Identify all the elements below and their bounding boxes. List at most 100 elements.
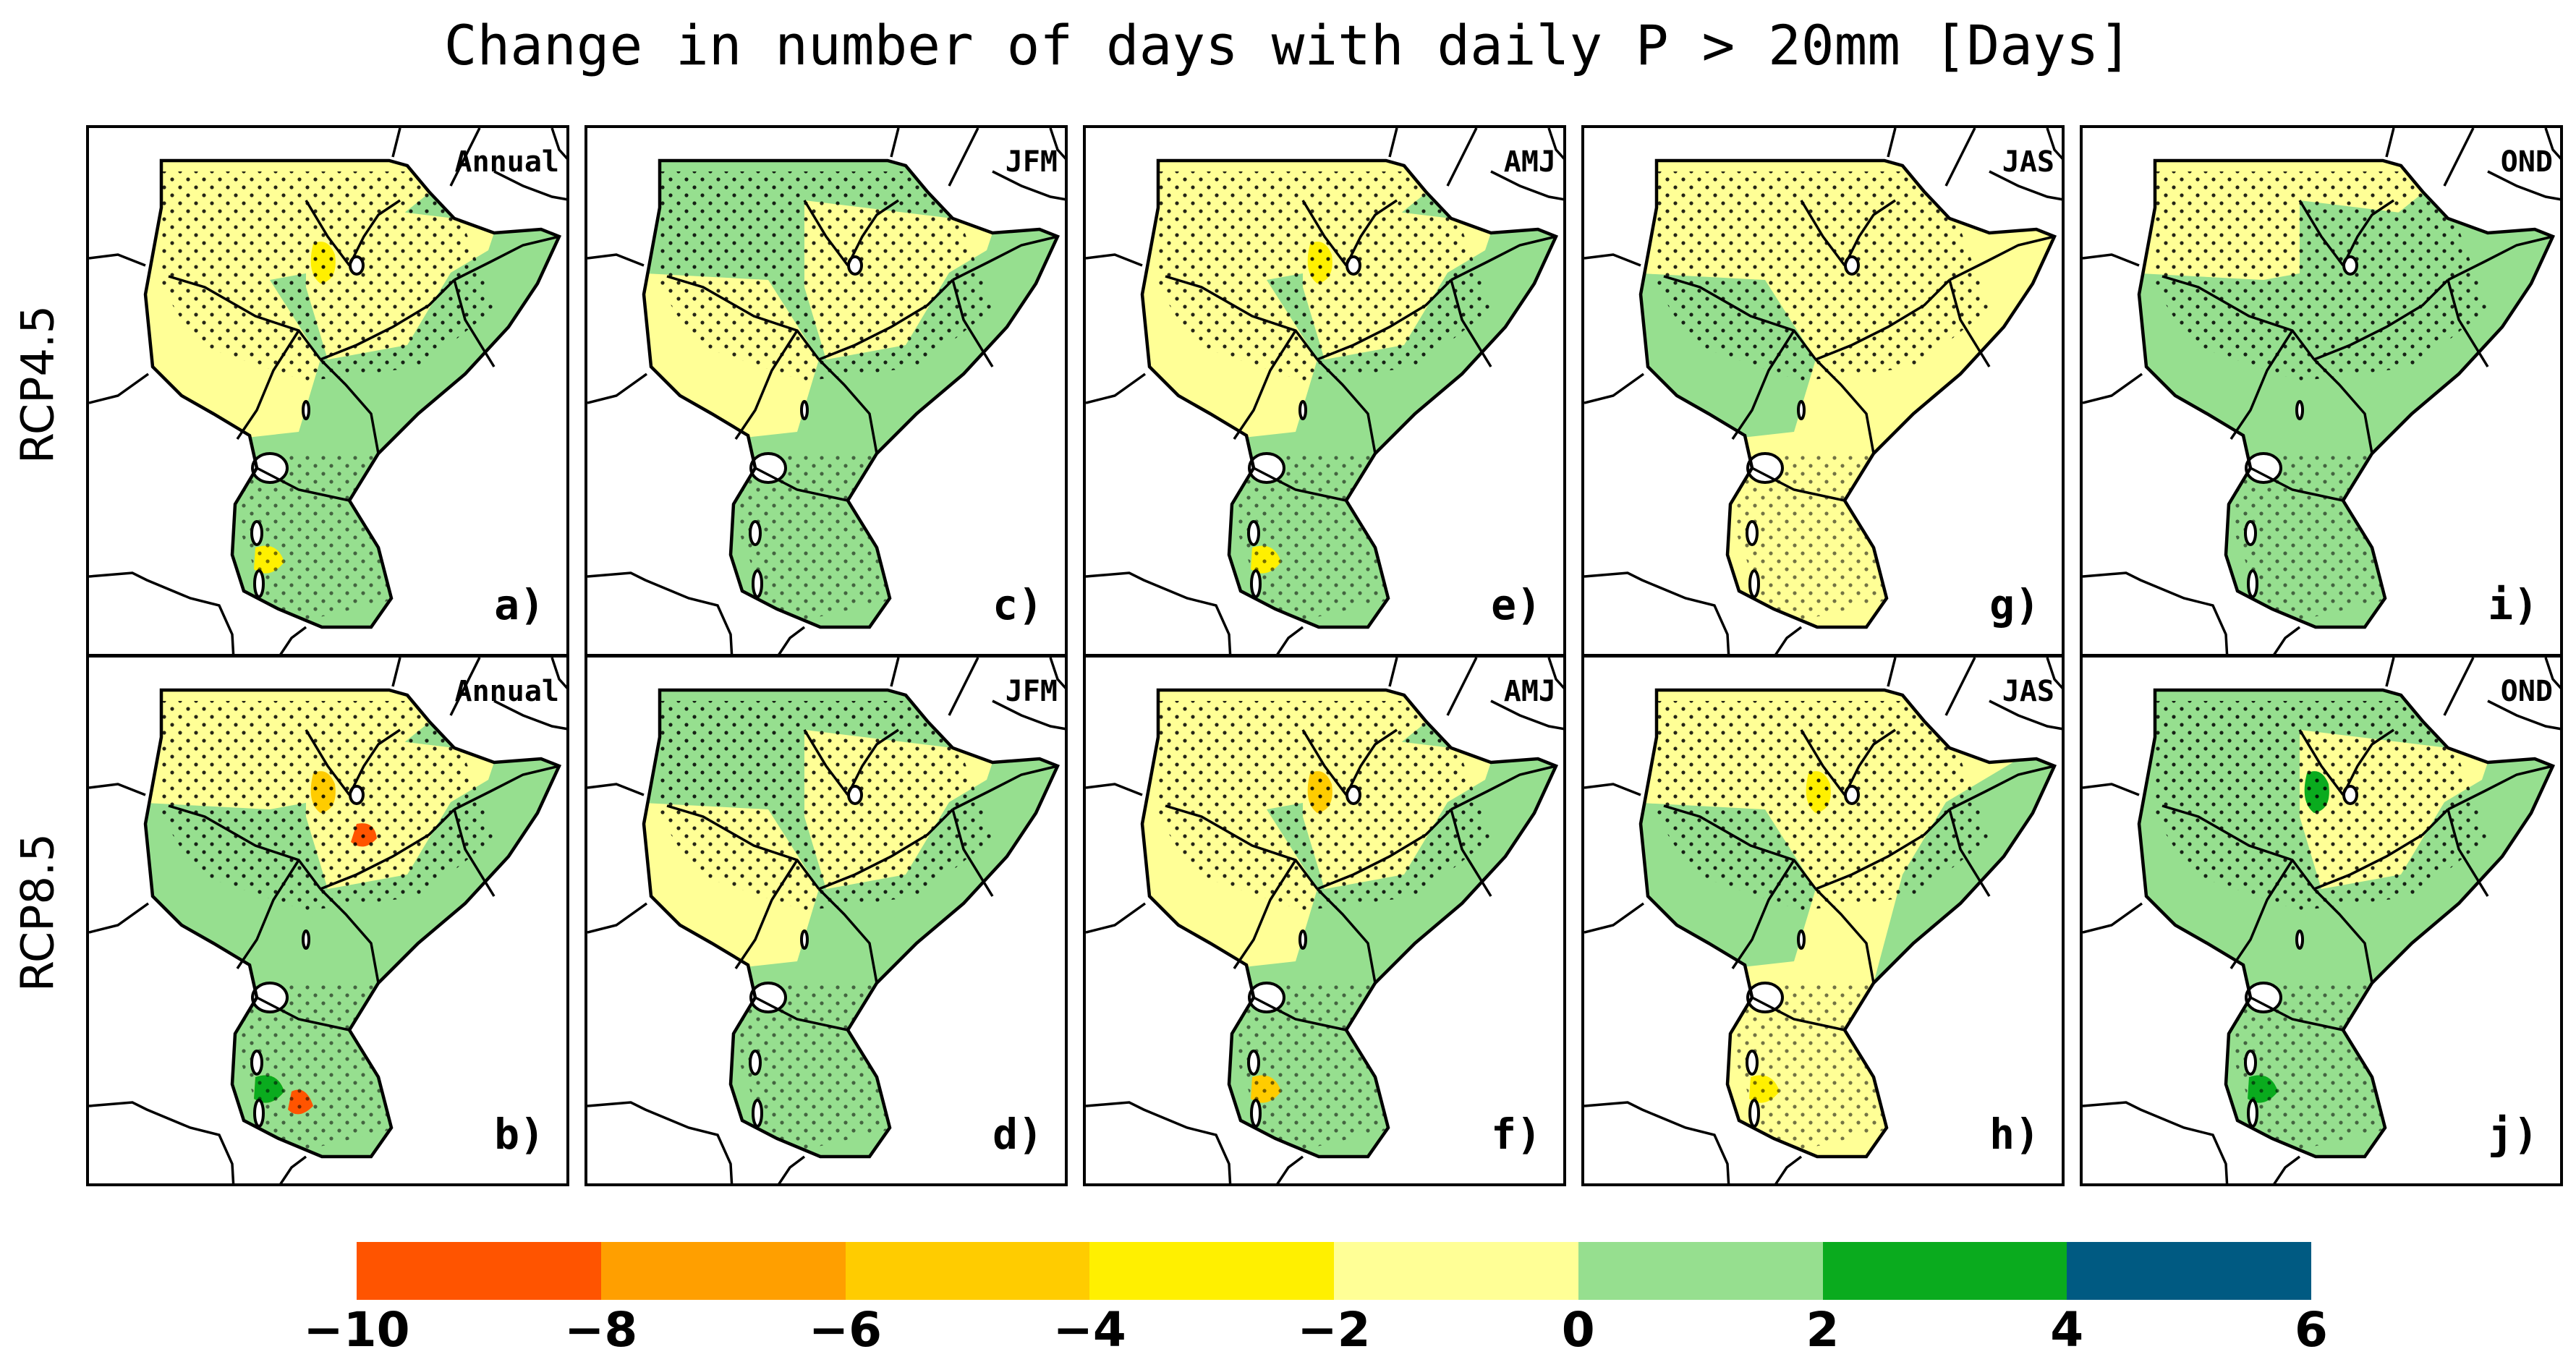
coastline xyxy=(1086,902,1147,934)
map-canvas xyxy=(1086,128,1563,654)
coastline xyxy=(1584,1101,1730,1183)
country-border xyxy=(454,765,560,811)
lake xyxy=(1797,929,1806,950)
colorbar-bin xyxy=(1578,1242,1823,1300)
lake xyxy=(1746,982,1784,1013)
coastline xyxy=(1887,658,1897,687)
lake xyxy=(1797,400,1806,420)
coastline xyxy=(279,1155,307,1183)
country-border xyxy=(1301,200,1348,267)
coastline xyxy=(89,253,146,267)
season-label: Annual xyxy=(454,145,560,179)
lake xyxy=(1746,452,1784,484)
coastline xyxy=(89,783,146,796)
map-canvas xyxy=(587,658,1065,1183)
region-outline xyxy=(1638,688,2057,1159)
colorbar-tick-label: −8 xyxy=(564,1302,638,1358)
coastline xyxy=(2083,1101,2229,1183)
lake xyxy=(1250,1099,1262,1128)
lake xyxy=(2295,929,2304,950)
row-label-rcp85: RCP8.5 xyxy=(11,833,64,992)
significance-stipple xyxy=(161,171,494,381)
country-border xyxy=(1253,996,1347,1031)
coastline xyxy=(890,128,900,158)
rainfall-change-field xyxy=(2139,690,2553,1157)
country-border xyxy=(952,235,1058,281)
lake xyxy=(2245,982,2282,1013)
country-border xyxy=(2342,728,2394,796)
country-border xyxy=(454,235,560,281)
lake xyxy=(1748,1099,1760,1128)
country-border xyxy=(348,199,401,266)
significance-stipple xyxy=(660,171,992,381)
coastline xyxy=(391,128,401,158)
season-label: JAS xyxy=(2002,675,2054,708)
country-border xyxy=(1731,330,1795,440)
lake xyxy=(800,929,809,950)
coastline xyxy=(449,128,481,187)
country-border xyxy=(1663,804,1817,890)
country-border xyxy=(1800,200,1846,267)
coastline xyxy=(89,571,235,654)
coastline xyxy=(587,253,645,267)
country-border xyxy=(2447,765,2554,811)
country-border xyxy=(1663,275,1817,361)
coastline xyxy=(1490,699,1563,731)
country-border xyxy=(2298,729,2345,796)
country-border xyxy=(2161,275,2316,361)
coastline xyxy=(2083,902,2143,934)
lake xyxy=(1298,400,1307,420)
coastline xyxy=(1584,253,1641,267)
colorbar-tick-label: 0 xyxy=(1561,1302,1595,1358)
region-outline xyxy=(642,688,1060,1159)
country-border xyxy=(817,358,878,454)
panel-letter: b) xyxy=(494,1110,545,1159)
map-panel-e: AMJ e) xyxy=(1083,125,1566,657)
coastline xyxy=(1547,128,1563,160)
coastline xyxy=(587,902,648,934)
coastline xyxy=(449,658,481,716)
map-canvas xyxy=(89,128,566,654)
coastline xyxy=(2487,170,2560,201)
region-outline xyxy=(642,158,1060,629)
coastline xyxy=(1086,571,1232,654)
significance-stipple xyxy=(660,701,992,911)
country-border xyxy=(2313,358,2373,454)
region-outline xyxy=(1140,158,1559,629)
lake xyxy=(253,569,265,598)
coastline xyxy=(1584,902,1645,934)
panel-letter: e) xyxy=(1491,580,1542,629)
coastline xyxy=(1989,699,2062,731)
coastline xyxy=(2046,658,2062,689)
lake xyxy=(2295,400,2304,420)
country-border xyxy=(2313,278,2449,361)
country-border xyxy=(1814,358,1875,454)
coastline xyxy=(1446,128,1478,187)
coastline xyxy=(1547,658,1563,689)
coastline xyxy=(1388,658,1398,687)
coastline xyxy=(2273,626,2301,654)
colorbar-bin xyxy=(1334,1242,1578,1300)
country-border xyxy=(1165,804,1319,890)
map-panel-b: Annual b) xyxy=(86,655,569,1186)
figure-title: Change in number of days with daily P > … xyxy=(443,13,2133,77)
lake xyxy=(250,1050,263,1076)
intensity-patch xyxy=(490,872,523,898)
country-border xyxy=(1317,808,1453,890)
colorbar-tick-label: −2 xyxy=(1297,1302,1371,1358)
country-border xyxy=(1731,859,1795,969)
season-label: JFM xyxy=(1005,145,1058,179)
country-border xyxy=(1316,888,1377,984)
colorbar-tick-label: −4 xyxy=(1053,1302,1126,1358)
country-border xyxy=(2229,859,2294,969)
panel-letter: a) xyxy=(494,580,545,629)
country-border xyxy=(2161,804,2316,890)
lake xyxy=(251,982,289,1013)
country-border xyxy=(320,278,456,361)
country-border xyxy=(320,808,456,890)
colorbar-tick-label: 6 xyxy=(2295,1302,2328,1358)
coastline xyxy=(1490,170,1563,201)
coastline xyxy=(1584,373,1645,404)
map-canvas xyxy=(587,128,1065,654)
coastline xyxy=(2273,1155,2301,1183)
